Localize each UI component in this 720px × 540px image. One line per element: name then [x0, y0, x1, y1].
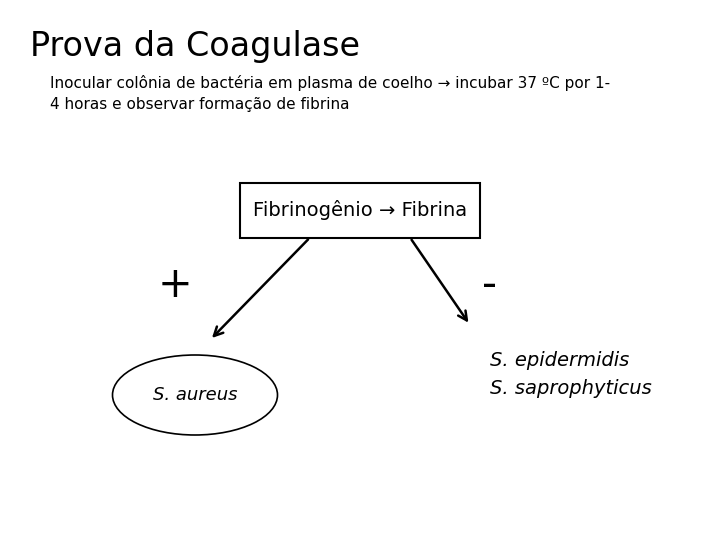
Text: -: -: [482, 264, 498, 306]
Text: Fibrinogênio → Fibrina: Fibrinogênio → Fibrina: [253, 200, 467, 220]
Bar: [240, 183, 480, 238]
Text: +: +: [158, 264, 192, 306]
Text: S. saprophyticus: S. saprophyticus: [490, 379, 652, 398]
Text: S. epidermidis: S. epidermidis: [490, 351, 629, 370]
Text: Prova da Coagulase: Prova da Coagulase: [30, 30, 360, 63]
Text: 4 horas e observar formação de fibrina: 4 horas e observar formação de fibrina: [50, 97, 349, 112]
Text: S. aureus: S. aureus: [153, 386, 238, 404]
Ellipse shape: [112, 355, 277, 435]
Text: Inocular colônia de bactéria em plasma de coelho → incubar 37 ºC por 1-: Inocular colônia de bactéria em plasma d…: [50, 75, 610, 91]
